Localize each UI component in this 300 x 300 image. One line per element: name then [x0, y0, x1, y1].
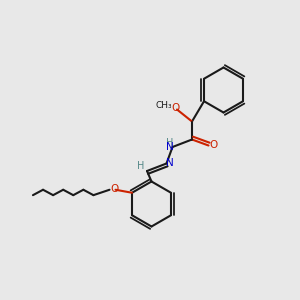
Text: O: O: [110, 184, 118, 194]
Text: O: O: [210, 140, 218, 151]
Text: N: N: [166, 142, 174, 152]
Text: CH₃: CH₃: [155, 100, 172, 109]
Text: H: H: [137, 160, 145, 171]
Text: H: H: [167, 138, 174, 148]
Text: O: O: [171, 103, 180, 113]
Text: N: N: [166, 158, 173, 169]
